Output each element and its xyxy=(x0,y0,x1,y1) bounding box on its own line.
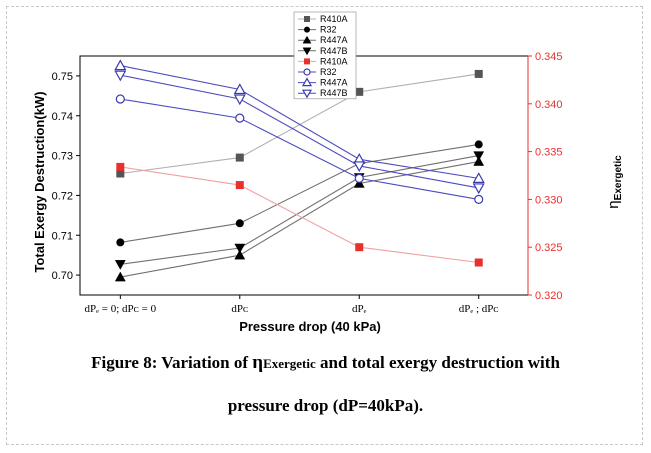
data-point xyxy=(116,169,125,178)
series-r447a-right xyxy=(114,59,485,183)
legend-entry: R447A xyxy=(320,35,348,45)
data-point xyxy=(301,89,313,99)
y2-tick-label: 0.340 xyxy=(535,99,563,111)
series-r32-right xyxy=(115,94,484,204)
caption-eta: η xyxy=(252,352,264,373)
y-tick-label: 0.70 xyxy=(52,270,73,282)
data-point xyxy=(235,113,245,123)
data-point xyxy=(235,219,244,228)
y-tick-label: 0.72 xyxy=(52,190,73,202)
data-point xyxy=(116,238,125,247)
data-point xyxy=(474,69,483,78)
caption-text-b: and total exergy destruction with xyxy=(315,353,560,372)
y-tick-label: 0.71 xyxy=(52,230,73,242)
y2-tick-label: 0.320 xyxy=(535,290,563,302)
series-line xyxy=(120,65,479,179)
y-tick-label: 0.74 xyxy=(52,111,73,123)
data-point xyxy=(304,58,310,65)
legend-entry: R447B xyxy=(320,88,348,98)
y-tick-label: 0.73 xyxy=(52,151,73,163)
legend-entry: R447B xyxy=(320,46,348,56)
data-point xyxy=(355,243,364,252)
caption-text-a: Figure 8: Variation of xyxy=(91,353,253,372)
data-point xyxy=(472,183,485,195)
data-point xyxy=(233,94,246,106)
data-point xyxy=(114,59,127,71)
y2-axis-title-eta: ηExergetic xyxy=(605,155,624,209)
data-point xyxy=(116,162,125,171)
y2-tick-label: 0.345 xyxy=(535,51,563,63)
series-line xyxy=(120,143,479,243)
y2-tick-label: 0.325 xyxy=(535,242,563,254)
x-tick-label: dPᴄ xyxy=(231,303,248,315)
figure-frame xyxy=(6,6,643,445)
legend-entry: R32 xyxy=(320,25,337,35)
data-point xyxy=(301,77,313,87)
x-axis-title: Pressure drop (40 kPa) xyxy=(239,319,381,334)
caption-eta-subscript: Exergetic xyxy=(263,356,316,371)
y2-axis-title: ηExergetic xyxy=(605,155,624,209)
data-point xyxy=(472,172,485,183)
data-point xyxy=(115,94,125,104)
data-point xyxy=(355,87,364,96)
y-tick-label: 0.75 xyxy=(52,71,73,83)
data-point xyxy=(302,47,312,56)
data-point xyxy=(233,83,246,95)
dual-axis-line-chart: 0.70 0.71 0.72 0.73 0.74 0.75 0.320 0.325 0.330 0… xyxy=(32,11,624,334)
data-point xyxy=(234,243,246,254)
data-point xyxy=(473,151,485,162)
x-tick-label: dPₑ = 0; dPᴄ = 0 xyxy=(85,303,157,315)
series-r447b-left xyxy=(114,151,485,270)
legend-entry: R410A xyxy=(320,56,348,66)
legend-entry: R447A xyxy=(320,78,348,88)
y2-tick-label: 0.330 xyxy=(535,194,563,206)
data-point xyxy=(114,260,126,270)
data-point xyxy=(235,181,244,190)
series-r447b-right xyxy=(114,70,485,195)
data-point xyxy=(474,140,483,149)
data-point xyxy=(474,258,483,267)
series-line xyxy=(120,98,479,200)
data-point xyxy=(353,161,366,173)
legend-entry: R410A xyxy=(320,14,348,24)
data-point xyxy=(304,26,310,33)
axes: 0.70 0.71 0.72 0.73 0.74 0.75 0.320 0.325 0.330 0… xyxy=(52,51,563,315)
data-point xyxy=(114,271,126,282)
y-axis-title: Total Exergy Destruction(kW) xyxy=(32,91,47,272)
data-point xyxy=(304,16,310,22)
x-tick-label: dPₑ ; dPᴄ xyxy=(459,303,499,315)
legend-entry: R32 xyxy=(320,67,337,77)
series-r410a-right xyxy=(116,162,483,267)
series-layer xyxy=(114,59,485,282)
series-r32-left xyxy=(116,140,483,247)
y2-tick-label: 0.335 xyxy=(535,147,563,159)
x-tick-label: dPₑ xyxy=(352,303,367,315)
data-point xyxy=(235,153,244,162)
series-line xyxy=(120,155,479,265)
data-point xyxy=(303,68,311,76)
data-point xyxy=(114,70,127,82)
data-point xyxy=(234,249,246,260)
series-line xyxy=(120,161,479,278)
data-point xyxy=(302,35,312,44)
data-point xyxy=(474,194,484,204)
caption-line-2: pressure drop (dP=40kPa). xyxy=(227,396,424,415)
series-r447a-left xyxy=(114,156,485,282)
series-line xyxy=(120,74,479,189)
series-line xyxy=(120,166,479,264)
data-point xyxy=(354,173,364,183)
caption-line-1: Figure 8: Variation of ηExergetic and to… xyxy=(0,352,651,374)
